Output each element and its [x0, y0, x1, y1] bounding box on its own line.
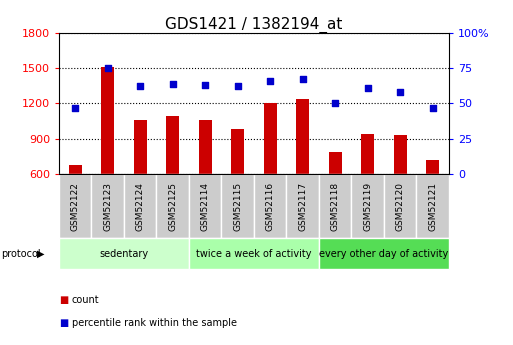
Text: GSM52119: GSM52119 — [363, 181, 372, 231]
Text: ■: ■ — [59, 295, 68, 305]
Point — [364, 85, 372, 91]
Point — [331, 101, 339, 106]
Text: ▶: ▶ — [37, 249, 45, 259]
Title: GDS1421 / 1382194_at: GDS1421 / 1382194_at — [165, 17, 343, 33]
Point — [169, 81, 177, 86]
Point — [136, 84, 144, 89]
Bar — [264, 104, 277, 174]
Text: ■: ■ — [59, 318, 68, 327]
Text: protocol: protocol — [1, 249, 41, 259]
Bar — [393, 135, 407, 174]
Text: GSM52122: GSM52122 — [71, 182, 80, 230]
Point — [233, 84, 242, 89]
Text: GSM52116: GSM52116 — [266, 181, 274, 231]
Bar — [189, 238, 319, 269]
Text: GSM52117: GSM52117 — [298, 181, 307, 231]
Bar — [222, 174, 254, 238]
Bar — [69, 165, 82, 174]
Text: GSM52121: GSM52121 — [428, 182, 437, 231]
Bar — [134, 120, 147, 174]
Bar — [296, 99, 309, 174]
Text: GSM52124: GSM52124 — [136, 182, 145, 230]
Bar — [156, 174, 189, 238]
Bar — [417, 174, 449, 238]
Bar — [59, 174, 91, 238]
Text: GSM52115: GSM52115 — [233, 181, 242, 231]
Bar — [254, 174, 286, 238]
Point — [71, 105, 80, 110]
Text: every other day of activity: every other day of activity — [319, 249, 448, 259]
Point — [428, 105, 437, 110]
Text: GSM52114: GSM52114 — [201, 182, 210, 231]
Text: GSM52125: GSM52125 — [168, 182, 177, 231]
Bar — [124, 174, 156, 238]
Point — [266, 78, 274, 83]
Text: twice a week of activity: twice a week of activity — [196, 249, 312, 259]
Bar — [101, 67, 114, 174]
Bar — [59, 238, 189, 269]
Bar — [91, 174, 124, 238]
Text: GSM52118: GSM52118 — [331, 181, 340, 231]
Text: GSM52123: GSM52123 — [103, 182, 112, 231]
Bar — [426, 160, 439, 174]
Bar — [231, 129, 244, 174]
Text: GSM52120: GSM52120 — [396, 182, 405, 231]
Bar — [384, 174, 417, 238]
Text: sedentary: sedentary — [100, 249, 149, 259]
Bar — [319, 174, 351, 238]
Text: count: count — [72, 295, 100, 305]
Point — [299, 77, 307, 82]
Bar — [329, 152, 342, 174]
Bar — [166, 116, 179, 174]
Bar — [199, 120, 212, 174]
Bar — [319, 238, 449, 269]
Bar — [189, 174, 222, 238]
Point — [104, 65, 112, 71]
Point — [396, 89, 404, 95]
Bar — [351, 174, 384, 238]
Bar — [361, 134, 374, 174]
Bar — [286, 174, 319, 238]
Point — [201, 82, 209, 88]
Text: percentile rank within the sample: percentile rank within the sample — [72, 318, 237, 327]
